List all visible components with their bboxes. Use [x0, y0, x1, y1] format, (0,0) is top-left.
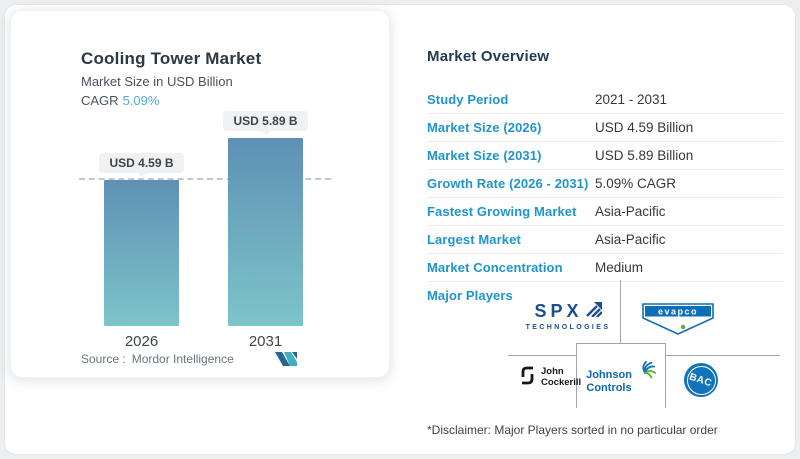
bar-chart: USD 4.59 B 2026 USD 5.89 B 2031 — [79, 111, 331, 350]
evapco-wordmark: evapco — [658, 307, 698, 317]
row-label: Study Period — [427, 92, 509, 107]
row-label: Market Size (2031) — [427, 148, 542, 163]
cagr-value: 5.09% — [122, 93, 160, 108]
row-value: 5.09% CAGR — [595, 176, 677, 191]
table-row-market-concentration: Market Concentration Medium — [427, 254, 783, 282]
bar-group-2026: USD 4.59 B 2026 — [99, 153, 184, 350]
john-cockerill-logo: John Cockerill — [519, 366, 581, 390]
johnson-wordmark-line1: Johnson — [586, 368, 632, 381]
disclaimer-text: *Disclaimer: Major Players sorted in no … — [427, 423, 718, 437]
john-cockerill-icon — [519, 366, 536, 390]
row-label: Fastest Growing Market — [427, 204, 577, 219]
players-vertical-divider — [620, 280, 621, 343]
row-label: Market Size (2026) — [427, 120, 542, 135]
value-label-2026: USD 4.59 B — [99, 153, 184, 173]
market-overview-panel: Market Overview Study Period 2021 - 2031… — [427, 48, 783, 309]
x-tick-2031: 2031 — [248, 333, 283, 350]
row-value: Medium — [595, 260, 644, 275]
table-row-growth-rate: Growth Rate (2026 - 2031) 5.09% CAGR — [427, 170, 783, 198]
chart-cagr-line: CAGR 5.09% — [81, 93, 261, 108]
chart-card: Cooling Tower Market Market Size in USD … — [10, 10, 390, 378]
spx-wordmark: SPX — [534, 301, 583, 321]
johnson-controls-cell: Johnson Controls — [576, 343, 666, 408]
reference-dashed-line — [79, 178, 331, 180]
row-value: USD 4.59 Billion — [595, 120, 694, 135]
spx-technologies-logo: SPX TECHNOLOGIES — [524, 301, 612, 331]
bar-2026 — [104, 180, 179, 326]
source-value: Mordor Intelligence — [131, 352, 234, 366]
bac-wordmark: BAC — [688, 371, 714, 389]
x-tick-2026: 2026 — [124, 333, 159, 350]
overview-heading: Market Overview — [427, 48, 550, 65]
row-value: Asia-Pacific — [595, 232, 666, 247]
cagr-label: CAGR — [81, 93, 119, 108]
john-cockerill-wordmark-line1: John — [541, 366, 564, 378]
johnson-controls-logo: Johnson Controls — [586, 360, 656, 395]
johnson-wordmark-line2: Controls — [586, 382, 632, 394]
row-value: USD 5.89 Billion — [595, 148, 694, 163]
john-cockerill-wordmark-line2: Cockerill — [541, 377, 582, 388]
bar-group-2031: USD 5.89 B 2031 — [223, 111, 308, 350]
table-row-major-players: Major Players — [427, 282, 783, 309]
row-label: Market Concentration — [427, 260, 563, 275]
chart-header: Cooling Tower Market Market Size in USD … — [81, 49, 261, 108]
overview-table: Study Period 2021 - 2031 Market Size (20… — [427, 86, 783, 309]
spx-arrow-icon — [585, 302, 603, 322]
bar-2031 — [228, 138, 303, 326]
bac-logo: BAC — [684, 363, 718, 397]
row-label: Major Players — [427, 288, 513, 303]
source-row: Source : Mordor Intelligence — [81, 347, 298, 371]
evapco-logo: evapco — [642, 302, 714, 341]
spx-technologies-label: TECHNOLOGIES — [525, 324, 611, 331]
mordor-intelligence-logo-icon — [274, 351, 298, 367]
row-value: 2021 - 2031 — [595, 92, 668, 107]
source-label: Source : — [81, 352, 126, 366]
table-row-study-period: Study Period 2021 - 2031 — [427, 86, 783, 114]
table-row-market-size-2026: Market Size (2026) USD 4.59 Billion — [427, 114, 783, 142]
chart-subtitle: Market Size in USD Billion — [81, 74, 233, 89]
row-label: Largest Market — [427, 232, 521, 247]
table-row-largest-market: Largest Market Asia-Pacific — [427, 226, 783, 254]
chart-title: Cooling Tower Market — [81, 49, 262, 68]
table-row-market-size-2031: Market Size (2031) USD 5.89 Billion — [427, 142, 783, 170]
row-label: Growth Rate (2026 - 2031) — [427, 176, 589, 191]
row-value: Asia-Pacific — [595, 204, 666, 219]
table-row-fastest-growing-market: Fastest Growing Market Asia-Pacific — [427, 198, 783, 226]
johnson-swirl-icon — [634, 360, 656, 388]
value-label-2031: USD 5.89 B — [223, 111, 308, 131]
